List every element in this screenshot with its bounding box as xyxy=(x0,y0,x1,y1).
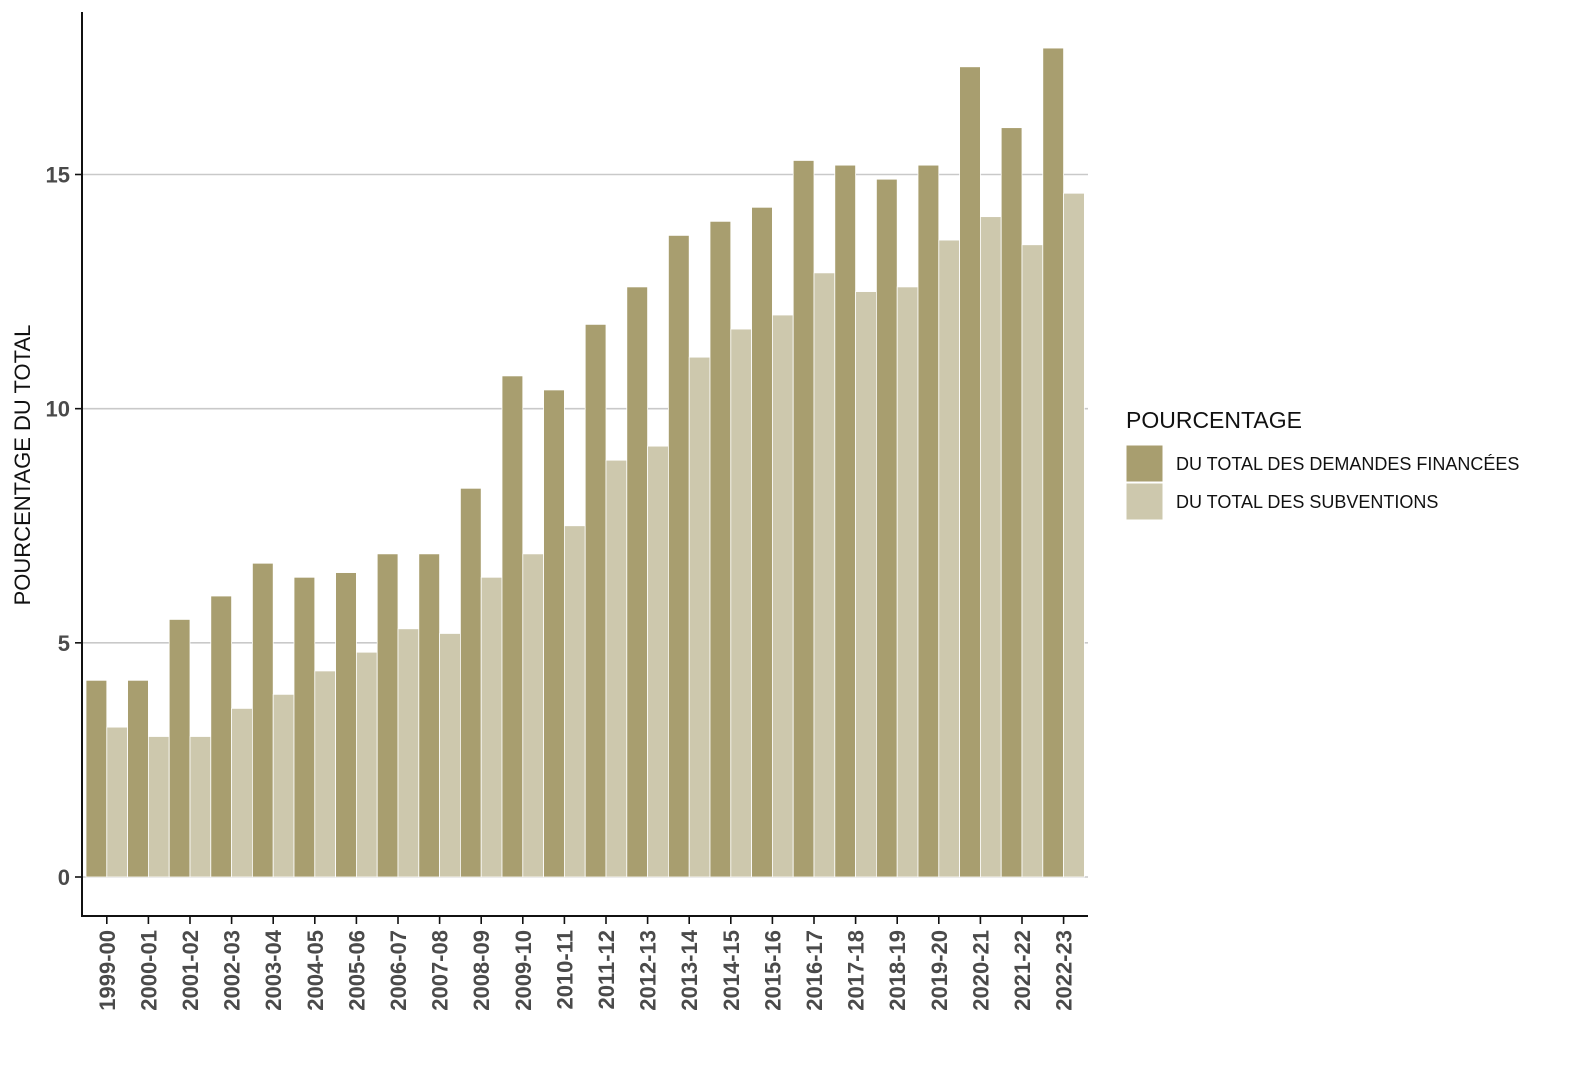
legend-items: DU TOTAL DES DEMANDES FINANCÉES DU TOTAL … xyxy=(1125,444,1519,521)
bar xyxy=(480,576,503,878)
x-tick-label: 2008-09 xyxy=(469,930,494,1011)
x-tick-label: 2016-17 xyxy=(802,930,827,1011)
legend: POURCENTAGE DU TOTAL DES DEMANDES FINANC… xyxy=(1125,407,1519,521)
bar xyxy=(938,239,960,878)
x-tick-label: 2000-01 xyxy=(136,930,161,1011)
bar xyxy=(501,375,524,878)
bar xyxy=(251,562,274,878)
bar xyxy=(106,726,129,878)
bar xyxy=(605,459,628,878)
x-tick-label: 2012-13 xyxy=(636,930,661,1011)
x-tick-label: 2017-18 xyxy=(844,930,869,1011)
legend-key xyxy=(1125,482,1164,521)
bar xyxy=(876,178,898,878)
x-tick-label: 2019-20 xyxy=(927,930,952,1011)
x-tick-label: 2010-11 xyxy=(552,930,577,1010)
x-tick-label: 2007-08 xyxy=(428,930,453,1011)
x-tick-label: 2001-02 xyxy=(178,930,203,1011)
bar xyxy=(543,389,565,878)
x-tick-label: 1999-00 xyxy=(95,930,120,1011)
bar xyxy=(647,445,669,878)
bar xyxy=(813,272,836,878)
bar xyxy=(272,693,295,878)
y-axis-title: POURCENTAGE DU TOTAL xyxy=(10,325,35,606)
y-tick-label: 10 xyxy=(46,397,70,422)
x-tick-label: 2013-14 xyxy=(677,929,702,1011)
bar xyxy=(376,553,399,878)
bar xyxy=(855,291,877,878)
bar xyxy=(189,736,212,878)
legend-label: DU TOTAL DES DEMANDES FINANCÉES xyxy=(1176,454,1519,474)
bar xyxy=(730,328,752,878)
x-tick-label: 2015-16 xyxy=(760,930,785,1011)
bar xyxy=(397,628,420,878)
bar xyxy=(626,286,648,878)
bar xyxy=(418,553,440,878)
bar xyxy=(210,595,233,878)
bar xyxy=(459,487,482,878)
legend-title: POURCENTAGE xyxy=(1126,407,1302,433)
x-tick-label: 2014-15 xyxy=(719,930,744,1011)
bar xyxy=(335,572,357,878)
bar xyxy=(1000,127,1023,878)
legend-key xyxy=(1125,444,1164,483)
bar xyxy=(709,220,732,878)
bar xyxy=(959,66,981,878)
x-tick-label: 2011-12 xyxy=(594,930,619,1010)
bar xyxy=(792,160,815,878)
bar xyxy=(231,708,253,878)
bar xyxy=(168,619,191,878)
x-ticks: 1999-00 2000-01 2001-02 2002-03 2003-04 2004-… xyxy=(95,916,1077,1011)
bar xyxy=(584,323,607,878)
bar xyxy=(668,234,690,878)
bar xyxy=(355,651,378,878)
bar xyxy=(1021,244,1044,878)
bar xyxy=(917,164,940,878)
x-tick-label: 2021-22 xyxy=(1010,930,1035,1011)
x-tick-label: 2003-04 xyxy=(261,929,286,1011)
axes xyxy=(81,12,1088,917)
x-tick-label: 2004-05 xyxy=(303,930,328,1011)
x-tick-label: 2002-03 xyxy=(220,930,245,1011)
bar xyxy=(439,633,461,878)
bar xyxy=(147,736,170,878)
y-ticks: 0 5 10 15 xyxy=(46,163,82,890)
x-tick-label: 2018-19 xyxy=(885,930,910,1011)
x-tick-label: 2009-10 xyxy=(511,930,536,1011)
bar xyxy=(564,525,586,878)
y-tick-label: 5 xyxy=(58,631,70,656)
legend-label: DU TOTAL DES SUBVENTIONS xyxy=(1176,492,1438,512)
bar xyxy=(688,356,711,878)
bar xyxy=(1042,47,1065,878)
bar xyxy=(314,670,336,878)
bar xyxy=(1063,192,1085,878)
x-tick-label: 2005-06 xyxy=(344,930,369,1011)
bar xyxy=(834,164,856,878)
y-tick-label: 15 xyxy=(46,163,70,188)
x-tick-label: 2006-07 xyxy=(386,930,411,1011)
bar xyxy=(522,553,544,878)
bar xyxy=(293,576,316,878)
bar xyxy=(127,679,149,878)
bar xyxy=(896,286,919,878)
bars xyxy=(85,47,1085,878)
bar xyxy=(85,679,108,878)
x-tick-label: 2020-21 xyxy=(968,930,993,1011)
y-tick-label: 0 xyxy=(58,865,70,890)
x-tick-label: 2022-23 xyxy=(1052,930,1077,1011)
bar xyxy=(751,206,773,878)
bar xyxy=(980,216,1002,878)
bar xyxy=(772,314,794,878)
